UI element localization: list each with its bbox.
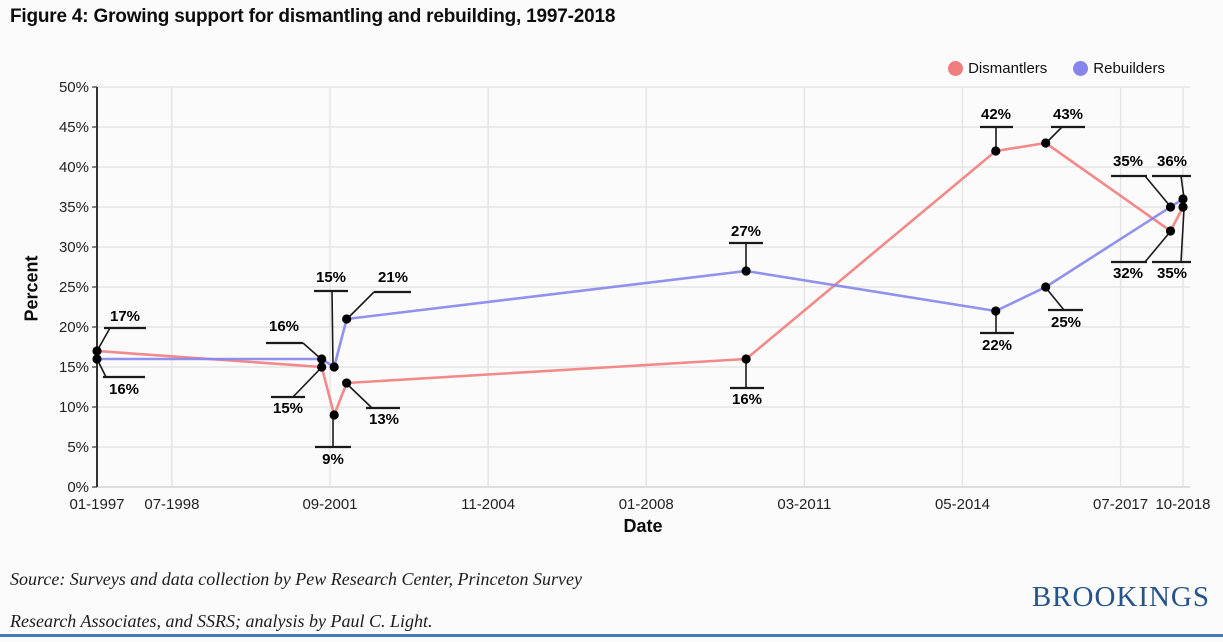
annotation-label: 42% [981, 106, 1011, 123]
annotation-connector [1045, 287, 1065, 311]
data-point-dismantlers[interactable] [329, 410, 339, 420]
annotation-label: 13% [369, 411, 399, 428]
annotation-label: 16% [732, 391, 762, 408]
legend-label-dismantlers: Dismantlers [968, 60, 1048, 77]
annotation-label: 27% [731, 223, 761, 240]
annotation-label: 16% [269, 318, 299, 335]
data-point-rebuilders[interactable] [1165, 202, 1176, 212]
page-title: Figure 4: Growing support for dismantlin… [10, 6, 616, 27]
annotation-connector [1144, 231, 1171, 263]
annotation-connector [302, 342, 321, 359]
data-point-rebuilders[interactable] [1178, 194, 1188, 204]
brookings-logo: BROOKINGS [1031, 581, 1210, 613]
data-point-dismantlers[interactable] [92, 346, 102, 356]
annotation-connector [292, 367, 322, 398]
legend-marker-rebuilders-icon [1073, 61, 1089, 76]
y-tick-label: 25% [59, 279, 89, 296]
source-line-2: Research Associates, and SSRS; analysis … [10, 611, 433, 631]
legend-item-rebuilders[interactable]: Rebuilders [1073, 60, 1165, 77]
annotation-label: 36% [1157, 153, 1187, 170]
data-point-rebuilders[interactable] [329, 362, 339, 372]
annotation-connector [1180, 175, 1185, 199]
y-tick-label: 0% [67, 479, 89, 496]
data-point-dismantlers[interactable] [1041, 138, 1051, 148]
x-tick-label: 07-1998 [144, 496, 199, 513]
x-tick-label: 01-1997 [69, 496, 124, 513]
annotation-connector [1180, 208, 1185, 263]
annotation-label: 17% [110, 308, 140, 325]
source-line-1: Source: Surveys and data collection by P… [10, 569, 582, 589]
data-point-dismantlers[interactable] [1178, 202, 1188, 212]
annotation-label: 25% [1051, 314, 1081, 331]
bottom-accent-bar [0, 634, 1223, 637]
series-line-dismantlers [96, 141, 1185, 417]
data-point-dismantlers[interactable] [991, 146, 1001, 156]
annotation-label: 15% [273, 400, 303, 417]
y-tick-label: 40% [59, 159, 89, 176]
x-tick-label: 01-2008 [619, 496, 674, 513]
data-point-rebuilders[interactable] [741, 266, 751, 276]
y-tick-label: 35% [59, 199, 89, 216]
source-note: Source: Surveys and data collection by P… [10, 558, 730, 642]
legend-marker-dismantlers-icon [948, 61, 964, 76]
annotation-label: 16% [109, 381, 139, 398]
annotation-label: 43% [1053, 106, 1083, 123]
x-tick-label: 11-2004 [461, 496, 515, 513]
y-tick-label: 50% [59, 79, 89, 96]
series-line-rebuilders [97, 197, 1184, 369]
annotation-connector [1144, 175, 1171, 207]
data-point-rebuilders[interactable] [317, 354, 327, 364]
data-point-dismantlers[interactable] [1165, 226, 1176, 236]
annotation-label: 21% [378, 269, 408, 286]
data-point-rebuilders[interactable] [92, 354, 102, 364]
x-axis-title: Date [623, 516, 663, 536]
annotation-connector [331, 290, 334, 367]
x-tick-label: 09-2001 [302, 496, 357, 513]
data-point-rebuilders[interactable] [342, 314, 352, 324]
y-tick-label: 5% [67, 439, 89, 456]
chart-legend: Dismantlers Rebuilders [948, 60, 1165, 77]
annotation-connector [346, 383, 373, 409]
y-tick-label: 45% [59, 119, 89, 136]
y-tick-label: 30% [59, 239, 89, 256]
y-axis-title: Percent [21, 255, 42, 322]
data-point-rebuilders[interactable] [1041, 282, 1051, 292]
chart-canvas[interactable]: 0% 5% 10% 15% 20% 25% 30% 35% 40% 45% 50% 01-1997 07… [0, 0, 1223, 560]
data-point-rebuilders[interactable] [991, 306, 1001, 316]
y-tick-label: 10% [59, 399, 89, 416]
data-point-dismantlers[interactable] [741, 354, 751, 364]
data-point-dismantlers[interactable] [342, 378, 352, 388]
x-tick-label: 05-2014 [935, 496, 990, 513]
x-tick-label: 07-2017 [1093, 496, 1148, 513]
legend-item-dismantlers[interactable]: Dismantlers [948, 60, 1047, 77]
legend-label-rebuilders: Rebuilders [1093, 60, 1165, 77]
x-tick-label: 03-2011 [777, 496, 831, 513]
annotation-label: 9% [322, 451, 344, 468]
annotation-label: 22% [982, 337, 1012, 354]
annotation-label: 32% [1113, 265, 1143, 282]
data-point-dismantlers[interactable] [317, 362, 327, 372]
x-tick-label: 10-2018 [1155, 496, 1210, 513]
y-tick-label: 20% [59, 319, 89, 336]
y-tick-label: 15% [59, 359, 89, 376]
annotation-label: 35% [1113, 153, 1143, 170]
annotation-connector [346, 291, 375, 320]
annotation-label: 35% [1157, 265, 1187, 282]
annotation-label: 15% [316, 269, 346, 286]
